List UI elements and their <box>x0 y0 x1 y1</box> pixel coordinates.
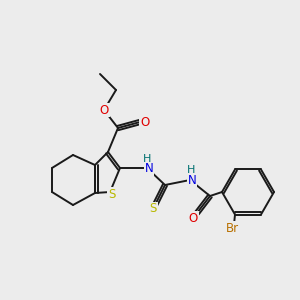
Text: H: H <box>187 165 195 175</box>
Text: Br: Br <box>225 222 239 235</box>
Text: S: S <box>108 188 116 200</box>
Text: S: S <box>149 202 157 215</box>
Text: O: O <box>99 103 109 116</box>
Text: O: O <box>140 116 150 128</box>
Text: N: N <box>145 163 153 176</box>
Text: N: N <box>188 175 196 188</box>
Text: H: H <box>143 154 151 164</box>
Text: O: O <box>188 212 198 224</box>
